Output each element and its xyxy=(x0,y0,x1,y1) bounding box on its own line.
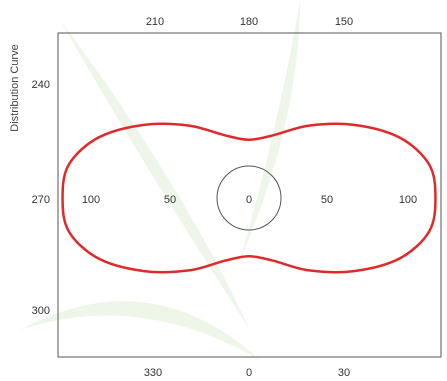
background-watermark xyxy=(20,0,300,360)
ring-label-right-100: 100 xyxy=(399,194,417,206)
bottom-tick-30: 30 xyxy=(338,367,350,379)
center-circle xyxy=(216,165,282,231)
watermark-leaf-1 xyxy=(20,301,260,360)
left-tick-240: 240 xyxy=(32,79,50,91)
y-axis-label: Distribution Curve xyxy=(9,44,21,131)
left-tick-300: 300 xyxy=(32,305,50,317)
top-tick-150: 150 xyxy=(335,16,353,28)
series-curve-0 xyxy=(61,122,437,274)
left-tick-270: 270 xyxy=(32,194,50,206)
plot-frame xyxy=(57,32,442,358)
top-tick-210: 210 xyxy=(146,16,164,28)
bottom-tick-0: 0 xyxy=(246,367,252,379)
watermark-leaf-0 xyxy=(60,20,250,330)
ring-label-right-50: 50 xyxy=(321,194,333,206)
top-tick-180: 180 xyxy=(240,16,258,28)
ring-label-left-100: 100 xyxy=(82,194,100,206)
ring-label-center-0: 0 xyxy=(246,194,252,206)
ring-label-left-50: 50 xyxy=(164,194,176,206)
bottom-tick-330: 330 xyxy=(144,367,162,379)
series-layer xyxy=(61,122,437,274)
